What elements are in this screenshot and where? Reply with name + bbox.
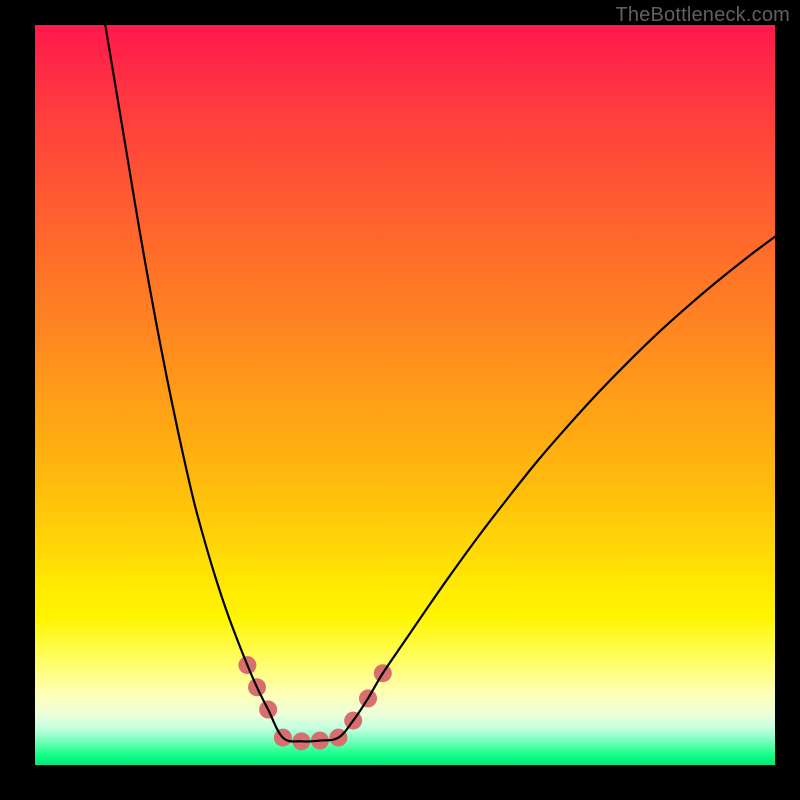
watermark-text: TheBottleneck.com — [615, 4, 790, 27]
chart-container: TheBottleneck.com — [0, 0, 800, 800]
valley-markers — [238, 656, 391, 750]
bottleneck-curve — [105, 25, 775, 742]
plot-area — [35, 25, 775, 765]
curve-svg — [35, 25, 775, 765]
